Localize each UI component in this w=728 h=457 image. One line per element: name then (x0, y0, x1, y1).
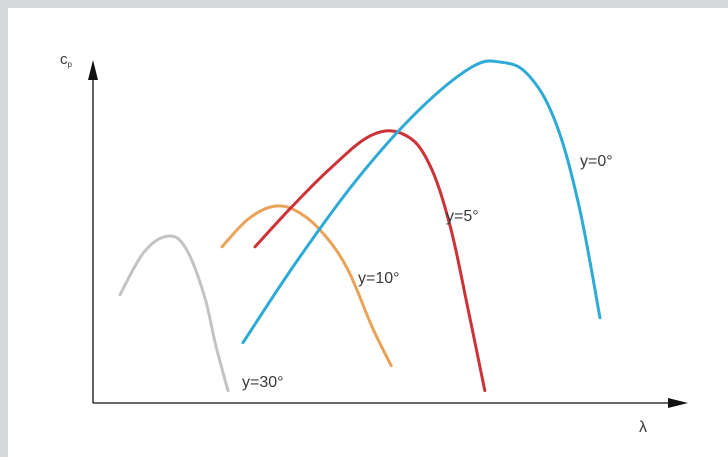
series-label-2: y=5° (446, 208, 479, 225)
series-layer (118, 59, 602, 393)
cp-lambda-chart: cp λ y=30° y=10° y=5° y=0° (60, 51, 688, 436)
x-axis-label: λ (639, 419, 647, 436)
series-label-layer: y=30° y=10° y=5° y=0° (242, 153, 613, 391)
chart-panel: cp λ y=30° y=10° y=5° y=0° (8, 8, 728, 457)
x-axis-arrow-icon (668, 398, 688, 408)
y-axis-label-main: c (60, 51, 68, 68)
series-line-1 (220, 204, 393, 368)
y-axis-label: cp (60, 51, 73, 69)
y-axis-arrow-icon (88, 60, 98, 80)
series-line-3 (241, 59, 602, 345)
y-axis-label-sub: p (68, 60, 73, 69)
series-line-2 (253, 129, 487, 393)
series-label-0: y=30° (242, 374, 284, 391)
series-line-0 (118, 234, 230, 393)
series-label-3: y=0° (580, 153, 613, 170)
series-label-1: y=10° (358, 270, 400, 287)
